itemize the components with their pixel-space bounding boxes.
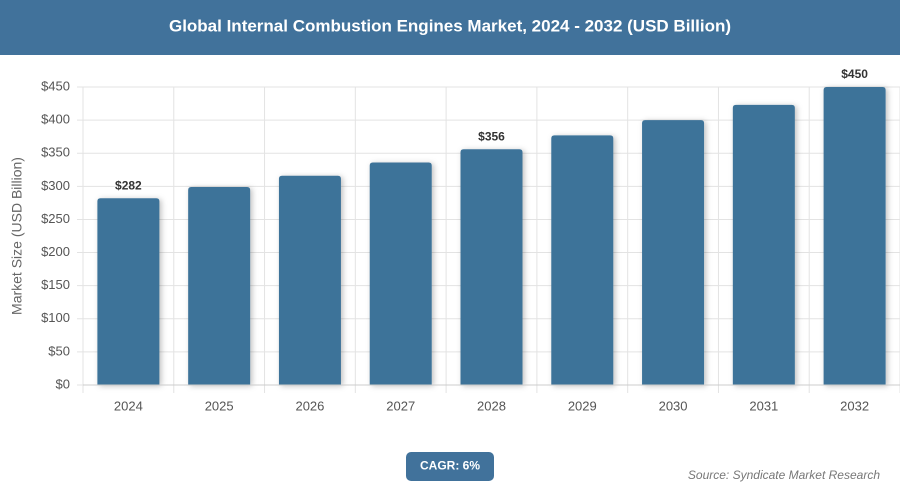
data-label: $282	[115, 178, 142, 192]
y-tick-label: $450	[41, 78, 70, 93]
x-tick-label: 2024	[114, 398, 143, 413]
y-tick-label: $300	[41, 178, 70, 193]
y-tick-label: $150	[41, 277, 70, 292]
x-tick-label: 2028	[477, 398, 506, 413]
y-tick-label: $0	[56, 376, 70, 391]
cagr-badge	[406, 452, 494, 481]
data-label: $450	[841, 67, 868, 81]
bar	[551, 135, 614, 385]
data-label: $356	[478, 129, 505, 143]
y-tick-label: $250	[41, 211, 70, 226]
bar	[823, 87, 886, 385]
x-tick-label: 2029	[568, 398, 597, 413]
bar	[369, 162, 432, 385]
bar	[278, 175, 341, 385]
y-axis-title: Market Size (USD Billion)	[9, 157, 25, 315]
y-tick-label: $350	[41, 145, 70, 160]
x-tick-label: 2025	[205, 398, 234, 413]
x-tick-label: 2030	[659, 398, 688, 413]
y-tick-label: $50	[48, 343, 70, 358]
chart-title: Global Internal Combustion Engines Marke…	[169, 16, 731, 35]
x-tick-label: 2026	[295, 398, 324, 413]
bar	[460, 149, 523, 385]
y-tick-label: $200	[41, 244, 70, 259]
bar	[97, 198, 160, 385]
cagr-label: CAGR: 6%	[420, 459, 480, 473]
y-tick-label: $100	[41, 310, 70, 325]
bar	[188, 186, 251, 385]
x-tick-label: 2031	[749, 398, 778, 413]
bar	[732, 104, 795, 385]
x-tick-label: 2027	[386, 398, 415, 413]
bar	[642, 120, 705, 385]
x-tick-label: 2032	[840, 398, 869, 413]
y-tick-label: $400	[41, 112, 70, 127]
source-note: Source: Syndicate Market Research	[688, 468, 880, 482]
header-bar	[0, 0, 900, 55]
